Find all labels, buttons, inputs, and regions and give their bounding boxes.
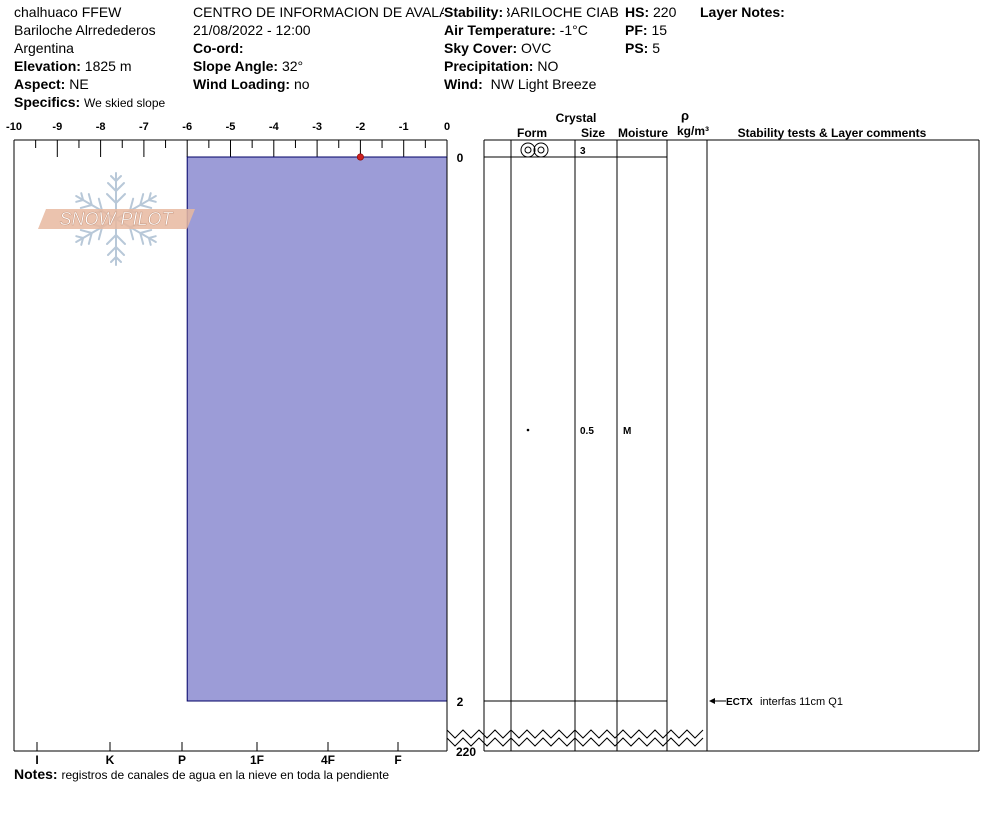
- zigzag-break-bottom: [446, 737, 704, 747]
- ps-label: PS:: [625, 40, 649, 56]
- sky-value: OVC: [521, 40, 552, 56]
- temperature-tick-label: -9: [52, 121, 62, 133]
- temperature-axis: -10 -9 -8 -7 -6 -5 -4 -3 -2 -1 0: [6, 121, 450, 157]
- notes-row: Notes: registros de canales de agua en l…: [14, 766, 389, 783]
- site-name: chalhuaco FFEW: [14, 4, 122, 20]
- organization: CENTRO DE INFORMACION DE AVALANCHAS BARI…: [193, 4, 619, 20]
- air-temp-label: Air Temperature:: [444, 22, 556, 38]
- aspect-value: NE: [69, 76, 89, 92]
- ps-row: PS: 5: [625, 40, 660, 56]
- hardness-tick-label: I: [35, 753, 38, 767]
- air-temp-value: -1°C: [559, 22, 588, 38]
- specifics-value: We skied slope: [84, 96, 166, 110]
- hardness-tick-label: F: [394, 753, 401, 767]
- hardness-tick-label: 1F: [250, 753, 264, 767]
- temperature-tick-label: -1: [399, 121, 409, 133]
- hs-label: HS:: [625, 4, 650, 20]
- form-header: Form: [517, 126, 547, 140]
- notes-text: registros de canales de agua en la nieve…: [61, 768, 390, 782]
- temperature-tick-label: -7: [139, 121, 149, 133]
- snowpilot-logo: SNOW PILOT: [38, 172, 195, 266]
- wind-row: Wind: NW Light Breeze: [444, 76, 596, 92]
- slope-label: Slope Angle:: [193, 58, 279, 74]
- elevation-label: Elevation:: [14, 58, 81, 74]
- ps-value: 5: [652, 40, 661, 56]
- temperature-tick-label: -2: [356, 121, 366, 133]
- hardness-tick-label: 4F: [321, 753, 335, 767]
- precip-row: Precipitation: NO: [444, 58, 558, 74]
- pf-value: 15: [651, 22, 668, 38]
- datetime: 21/08/2022 - 12:00: [193, 22, 311, 38]
- stability-label: Stability:: [444, 4, 508, 20]
- site-area: Bariloche Alrredederos: [14, 22, 156, 38]
- layer-notes-label: Layer Notes:: [700, 4, 785, 20]
- hardness-tick-label: K: [106, 753, 115, 767]
- precipitation-particles-icon: [526, 428, 530, 432]
- layer-table: [483, 139, 980, 752]
- wind-label: Wind:: [444, 76, 483, 92]
- precip-label: Precipitation:: [444, 58, 534, 74]
- slope-row: Slope Angle: 32°: [193, 58, 303, 74]
- notes-label: Notes:: [14, 766, 58, 782]
- wind-loading-value: no: [293, 76, 310, 92]
- hardness-tick-label: P: [178, 753, 186, 767]
- temperature-tick-label: -6: [182, 121, 192, 133]
- site-country: Argentina: [14, 40, 74, 56]
- temperature-tick-label: 0: [444, 121, 450, 133]
- temperature-tick-label: -3: [312, 121, 322, 133]
- melt-forms-icon: [520, 142, 549, 158]
- moisture-header: Moisture: [618, 126, 668, 140]
- elevation-value: 1825 m: [84, 58, 132, 74]
- test-comment: interfas 11cm Q1: [760, 696, 843, 708]
- hs-value: 220: [653, 4, 677, 20]
- coord-label: Co-ord:: [193, 40, 244, 56]
- sky-label: Sky Cover:: [444, 40, 518, 56]
- snowpilot-logo-text: SNOW PILOT: [59, 209, 174, 229]
- slope-value: 32°: [281, 58, 304, 74]
- wind-loading-row: Wind Loading: no: [193, 76, 310, 92]
- sky-row: Sky Cover: OVC: [444, 40, 551, 56]
- density-unit-header: kg/m³: [677, 124, 709, 138]
- aspect-label: Aspect:: [14, 76, 66, 92]
- aspect-row: Aspect: NE: [14, 76, 89, 92]
- size-header: Size: [581, 126, 605, 140]
- air-temp-row: Air Temperature: -1°C: [444, 22, 588, 38]
- temperature-tick-label: -5: [226, 121, 236, 133]
- hardness-layer: [186, 156, 448, 702]
- temperature-point: [356, 153, 364, 161]
- zigzag-break-top: [446, 729, 704, 739]
- hs-row: HS: 220: [625, 4, 676, 20]
- temperature-tick-label: -4: [269, 121, 280, 133]
- crystal-size-row-1: 3: [580, 146, 586, 157]
- temperature-tick-label: -10: [6, 121, 22, 133]
- pf-row: PF: 15: [625, 22, 667, 38]
- depth-label-hs: 220: [456, 745, 476, 759]
- specifics-label: Specifics:: [14, 94, 81, 110]
- specifics-row: Specifics: We skied slope: [14, 94, 165, 111]
- stability-header: Stability tests & Layer comments: [738, 126, 927, 140]
- precip-value: NO: [537, 58, 559, 74]
- hardness-axis: I K P 1F 4F F: [35, 742, 402, 767]
- pf-label: PF:: [625, 22, 648, 38]
- depth-label-top: 0: [457, 151, 464, 165]
- temperature-tick-label: -8: [96, 121, 106, 133]
- wind-loading-label: Wind Loading:: [193, 76, 291, 92]
- crystal-size-row-2: 0.5: [580, 426, 594, 437]
- test-code: ECTX: [726, 697, 753, 708]
- density-rho-header: ρ: [681, 108, 689, 123]
- depth-label-layer: 2: [457, 695, 464, 709]
- wind-value: NW Light Breeze: [490, 76, 597, 92]
- elevation-row: Elevation: 1825 m: [14, 58, 132, 74]
- test-arrow-icon: [709, 698, 715, 704]
- crystal-header: Crystal: [556, 111, 597, 125]
- crystal-moisture-row-2: M: [623, 426, 631, 437]
